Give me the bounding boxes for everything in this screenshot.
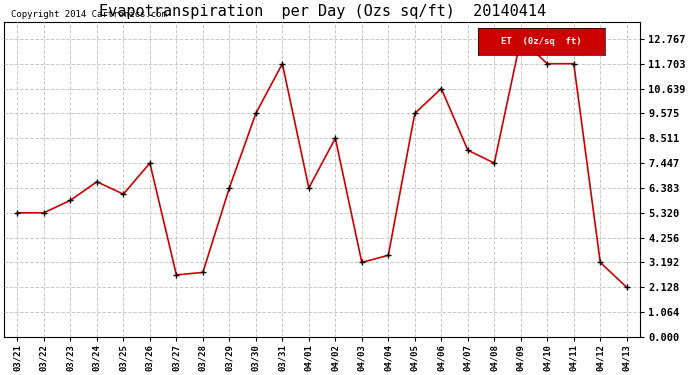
Title: Evapotranspiration  per Day (Ozs sq/ft)  20140414: Evapotranspiration per Day (Ozs sq/ft) 2… [99,4,546,19]
Text: Copyright 2014 Cartronics.com: Copyright 2014 Cartronics.com [10,10,166,19]
